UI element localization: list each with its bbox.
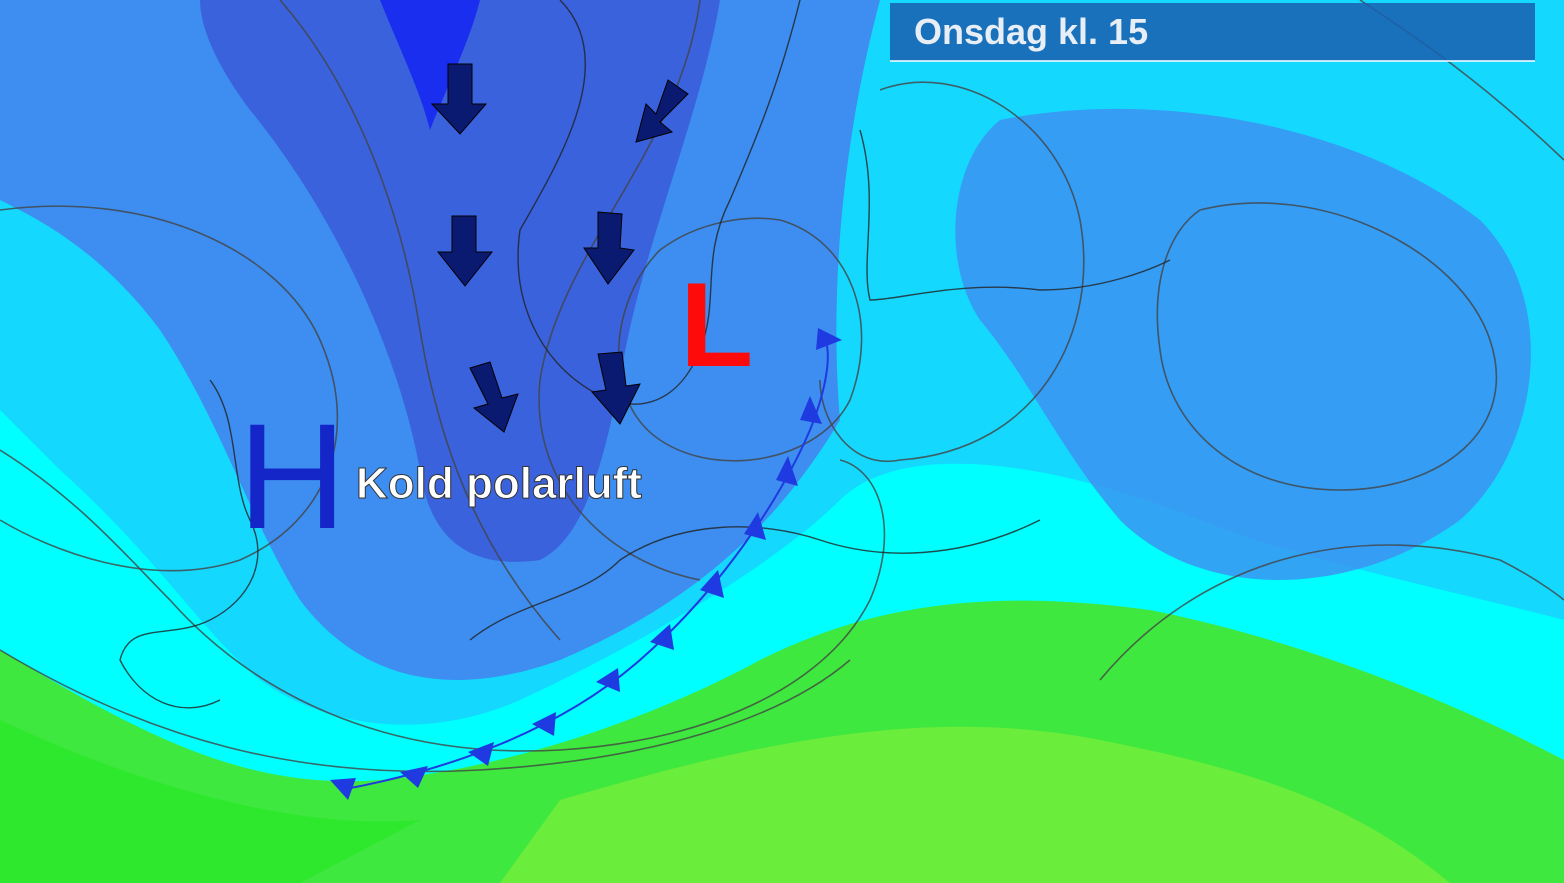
wind-arrows <box>430 63 689 433</box>
title-box <box>890 3 1535 61</box>
low-pressure-label: L <box>680 258 753 392</box>
isobar <box>0 649 851 773</box>
isobar <box>538 0 701 581</box>
wind-arrow <box>635 79 689 143</box>
coastline <box>859 129 1171 301</box>
wind-arrow <box>469 361 519 433</box>
mild-region <box>500 726 1450 883</box>
polar-air-band <box>200 0 720 562</box>
coldest-core <box>380 0 480 130</box>
isobar <box>1099 544 1564 681</box>
cold-pool <box>955 108 1531 581</box>
isobar <box>819 81 1085 463</box>
isobar <box>0 205 339 572</box>
isobar <box>279 0 561 641</box>
wind-arrow <box>430 63 488 135</box>
isobar <box>0 449 886 752</box>
wind-arrow <box>591 351 641 425</box>
wind-arrow <box>436 215 494 287</box>
wind-arrow <box>583 211 635 285</box>
isobar <box>1156 202 1498 491</box>
coastline <box>119 379 259 709</box>
air-mass-annotation: Kold polarluft <box>356 459 642 508</box>
coastline <box>517 0 801 405</box>
map-title: Onsdag kl. 15 <box>914 11 1148 52</box>
high-pressure-label: H <box>238 392 346 560</box>
isobar <box>617 217 863 462</box>
coastline <box>469 519 1041 641</box>
cold-front <box>330 328 842 800</box>
warm-region-sw <box>0 720 420 883</box>
